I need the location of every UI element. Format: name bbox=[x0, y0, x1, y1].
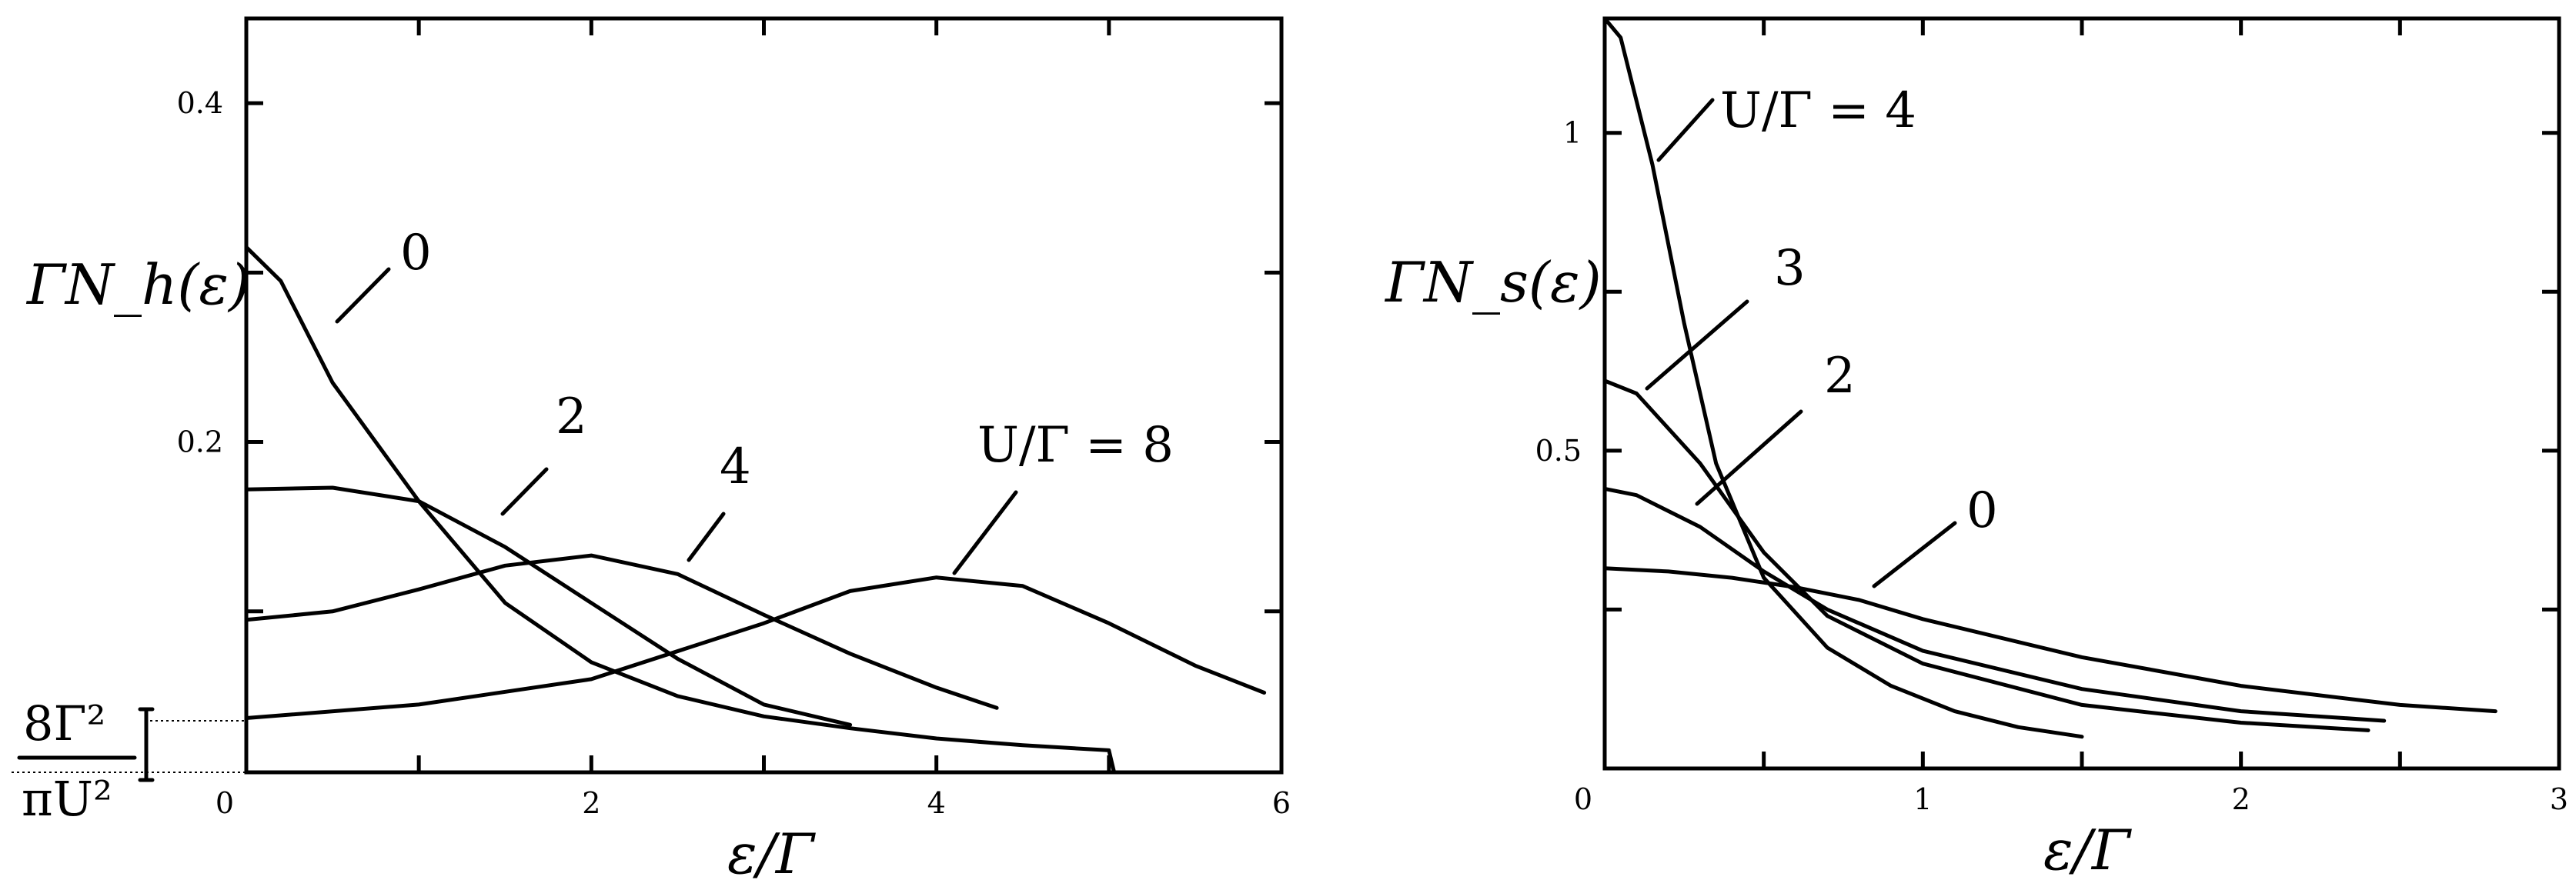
right-series-line-1 bbox=[1602, 378, 2371, 732]
left-x-axis-label: ε/Γ bbox=[727, 822, 817, 886]
left-axis-ticks bbox=[244, 18, 1284, 772]
curve-label-left-2: 2 bbox=[556, 388, 587, 445]
leader-left-8 bbox=[952, 490, 1018, 575]
right-series-line-0 bbox=[1602, 16, 2084, 739]
left-x-tick-label-2: 2 bbox=[582, 786, 600, 820]
floor-fraction-denominator: πU² bbox=[22, 771, 112, 827]
right-series-line-2 bbox=[1602, 486, 2387, 723]
left-series-line-0 bbox=[244, 245, 1117, 775]
right-x-tick-label-0: 0 bbox=[1574, 782, 1592, 816]
leader-left-0 bbox=[335, 267, 391, 324]
left-y-tick-label-3: 0.4 bbox=[177, 86, 223, 120]
left-series-line-3 bbox=[244, 575, 1267, 720]
right-x-axis-label: ε/Γ bbox=[2043, 818, 2133, 882]
leader-right-2 bbox=[1695, 409, 1803, 506]
curve-label-left-0: 0 bbox=[400, 225, 432, 282]
left-x-tick-label-6: 6 bbox=[1272, 786, 1291, 820]
curve-label-right-3: 3 bbox=[1774, 240, 1806, 297]
left-y-axis-label: ΓN_h(ε) bbox=[25, 252, 250, 317]
left-plot-frame bbox=[244, 16, 1284, 775]
leader-right-3 bbox=[1645, 299, 1749, 391]
floor-fraction-numerator: 8Γ² bbox=[23, 695, 105, 752]
left-tick-labels: 0 2 4 6 0.2 0.4 bbox=[177, 86, 1291, 820]
right-axis-ticks bbox=[1602, 18, 2561, 768]
right-series-line-3 bbox=[1602, 566, 2497, 714]
left-curves bbox=[244, 245, 1267, 775]
floor-annotation: 8Γ² πU² bbox=[12, 695, 246, 827]
leader-left-4 bbox=[687, 512, 726, 562]
right-x-tick-label-2: 1 bbox=[1913, 782, 1932, 816]
right-x-tick-label-4: 2 bbox=[2232, 782, 2250, 816]
left-panel-density-of-states-h: 0 2 4 6 0.2 0.4 0 2 4 U/Γ = 8 ΓN_h(ε) ε/Γ 8Γ²… bbox=[12, 16, 1291, 886]
leader-left-2 bbox=[500, 467, 549, 516]
right-panel-density-of-states-s: 0 1 2 30.51 U/Γ = 4 3 2 0 ΓN_s(ε) ε/Γ bbox=[1384, 16, 2569, 882]
right-y-tick-label-1: 0.5 bbox=[1535, 434, 1582, 468]
curve-label-left-4: 4 bbox=[720, 438, 751, 495]
right-y-axis-label: ΓN_s(ε) bbox=[1384, 250, 1602, 315]
leader-right-0 bbox=[1872, 521, 1957, 588]
right-x-tick-label-6: 3 bbox=[2550, 782, 2568, 816]
curve-label-right-2: 2 bbox=[1824, 348, 1856, 405]
left-x-tick-label-0: 0 bbox=[216, 786, 234, 820]
right-tick-labels: 0 1 2 30.51 bbox=[1535, 116, 2569, 816]
right-curve-labels: U/Γ = 4 3 2 0 bbox=[1645, 82, 1998, 588]
right-curves bbox=[1602, 16, 2497, 739]
left-curve-labels: 0 2 4 U/Γ = 8 bbox=[335, 225, 1174, 575]
curve-label-right-0: 0 bbox=[1966, 482, 1998, 539]
left-series-line-2 bbox=[244, 553, 999, 710]
curve-label-right-4: U/Γ = 4 bbox=[1720, 82, 1916, 139]
left-x-tick-label-4: 4 bbox=[927, 786, 946, 820]
curve-label-left-8: U/Γ = 8 bbox=[977, 417, 1174, 474]
leader-right-4 bbox=[1656, 98, 1715, 162]
left-series-line-1 bbox=[244, 485, 853, 727]
right-y-tick-label-3: 1 bbox=[1563, 116, 1582, 150]
left-y-tick-label-1: 0.2 bbox=[177, 425, 223, 459]
